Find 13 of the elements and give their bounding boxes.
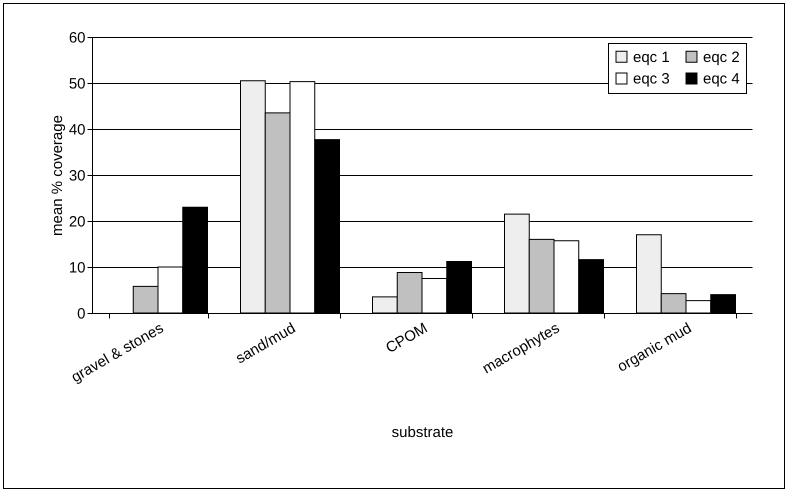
y-tick-label: 20 <box>68 214 86 230</box>
y-tick-label: 60 <box>68 30 86 46</box>
y-tick-label: 10 <box>68 260 86 276</box>
y-tick-label: 40 <box>68 122 86 138</box>
legend-label: eqc 3 <box>633 70 670 88</box>
y-tick-label: 0 <box>77 306 86 322</box>
x-axis-title: substrate <box>392 424 454 442</box>
legend-label: eqc 2 <box>703 48 740 66</box>
y-axis-title: mean % coverage <box>48 115 66 236</box>
legend-label: eqc 4 <box>703 70 740 88</box>
y-tick-label: 30 <box>68 168 86 184</box>
legend-label: eqc 1 <box>633 48 670 66</box>
y-tick-label: 50 <box>68 76 86 92</box>
